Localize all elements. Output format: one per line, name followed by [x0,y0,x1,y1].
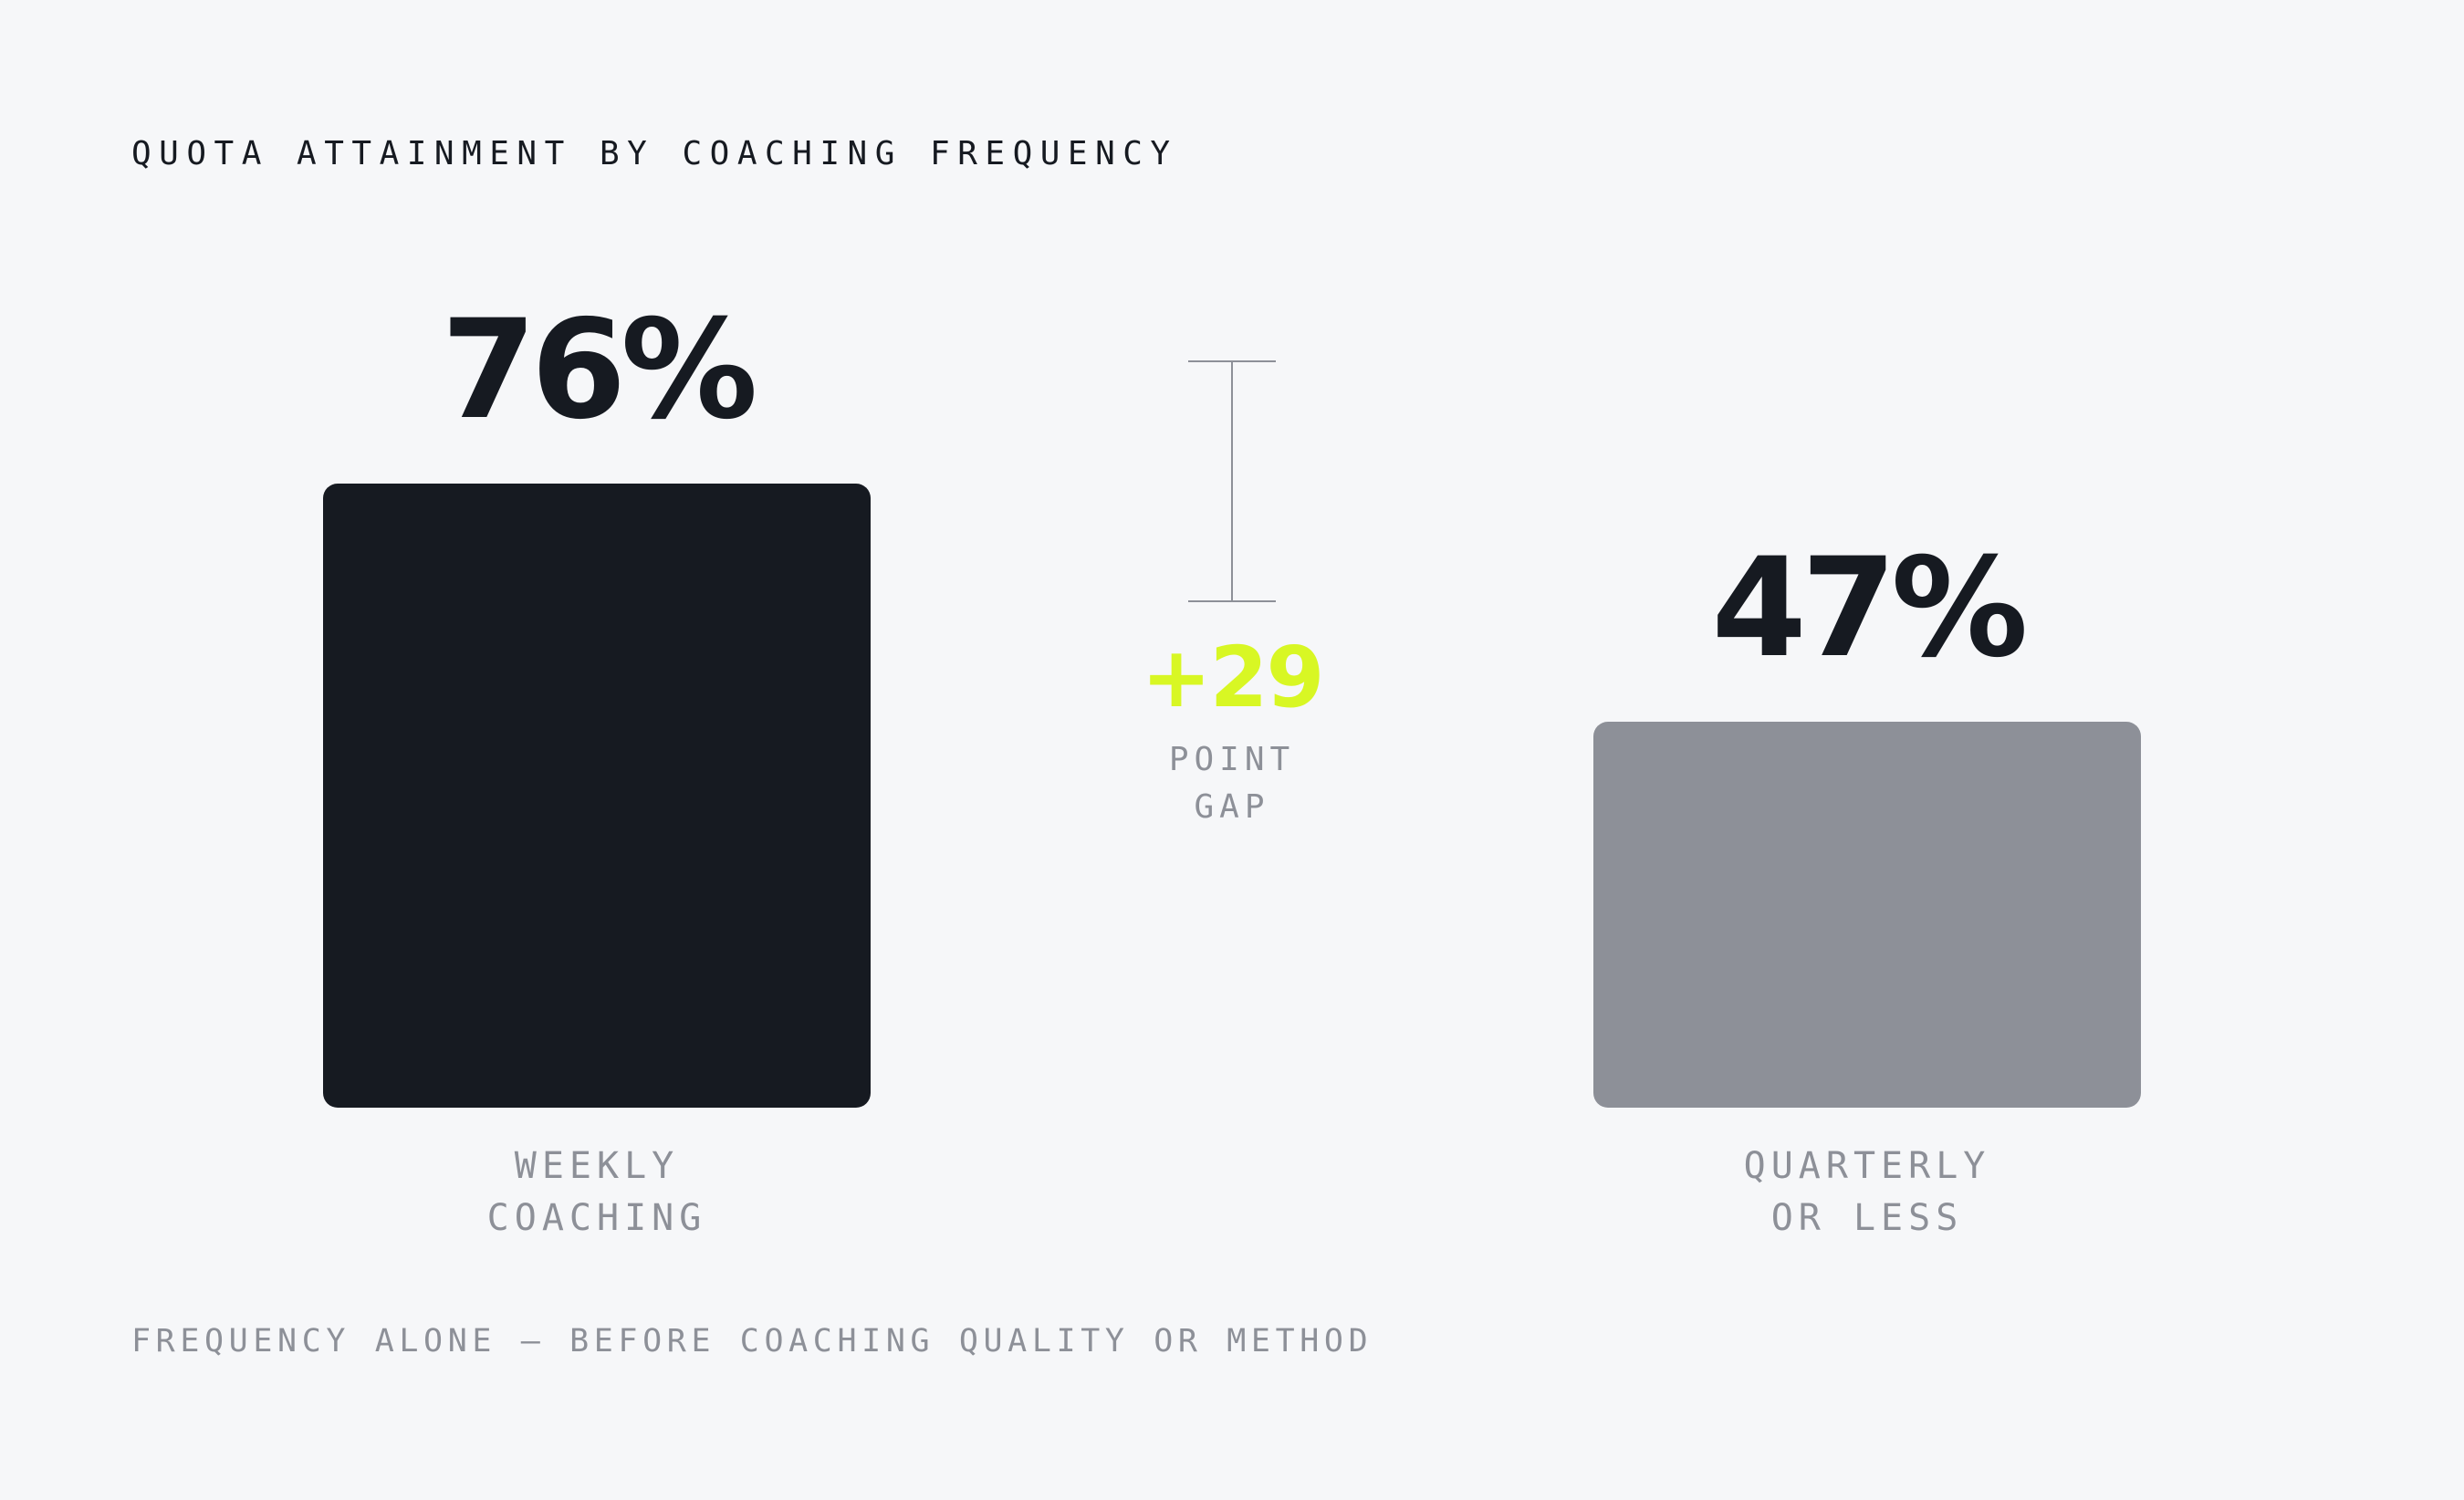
chart-title: QUOTA ATTAINMENT BY COACHING FREQUENCY [131,135,1178,172]
value-label-weekly-coaching: 76% [441,291,757,450]
bar-weekly-coaching [323,484,871,1108]
footnote: FREQUENCY ALONE — BEFORE COACHING QUALIT… [131,1323,1373,1359]
category-label-weekly-coaching: WEEKLY COACHING [277,1141,916,1245]
category-label-line: QUARTERLY [1743,1145,1991,1187]
gap-caption-line: GAP [1194,788,1270,826]
gap-caption-line: POINT [1168,741,1296,778]
bar-quarterly-or-less [1593,722,2141,1108]
category-label-quarterly-or-less: QUARTERLY OR LESS [1548,1141,2187,1245]
value-label-quarterly-or-less: 47% [1711,529,2028,688]
category-label-line: WEEKLY [514,1145,680,1187]
category-label-line: COACHING [486,1197,707,1239]
category-label-line: OR LESS [1770,1197,1964,1239]
gap-value: +29 [1141,629,1324,726]
gap-caption: POINT GAP [1049,736,1415,831]
